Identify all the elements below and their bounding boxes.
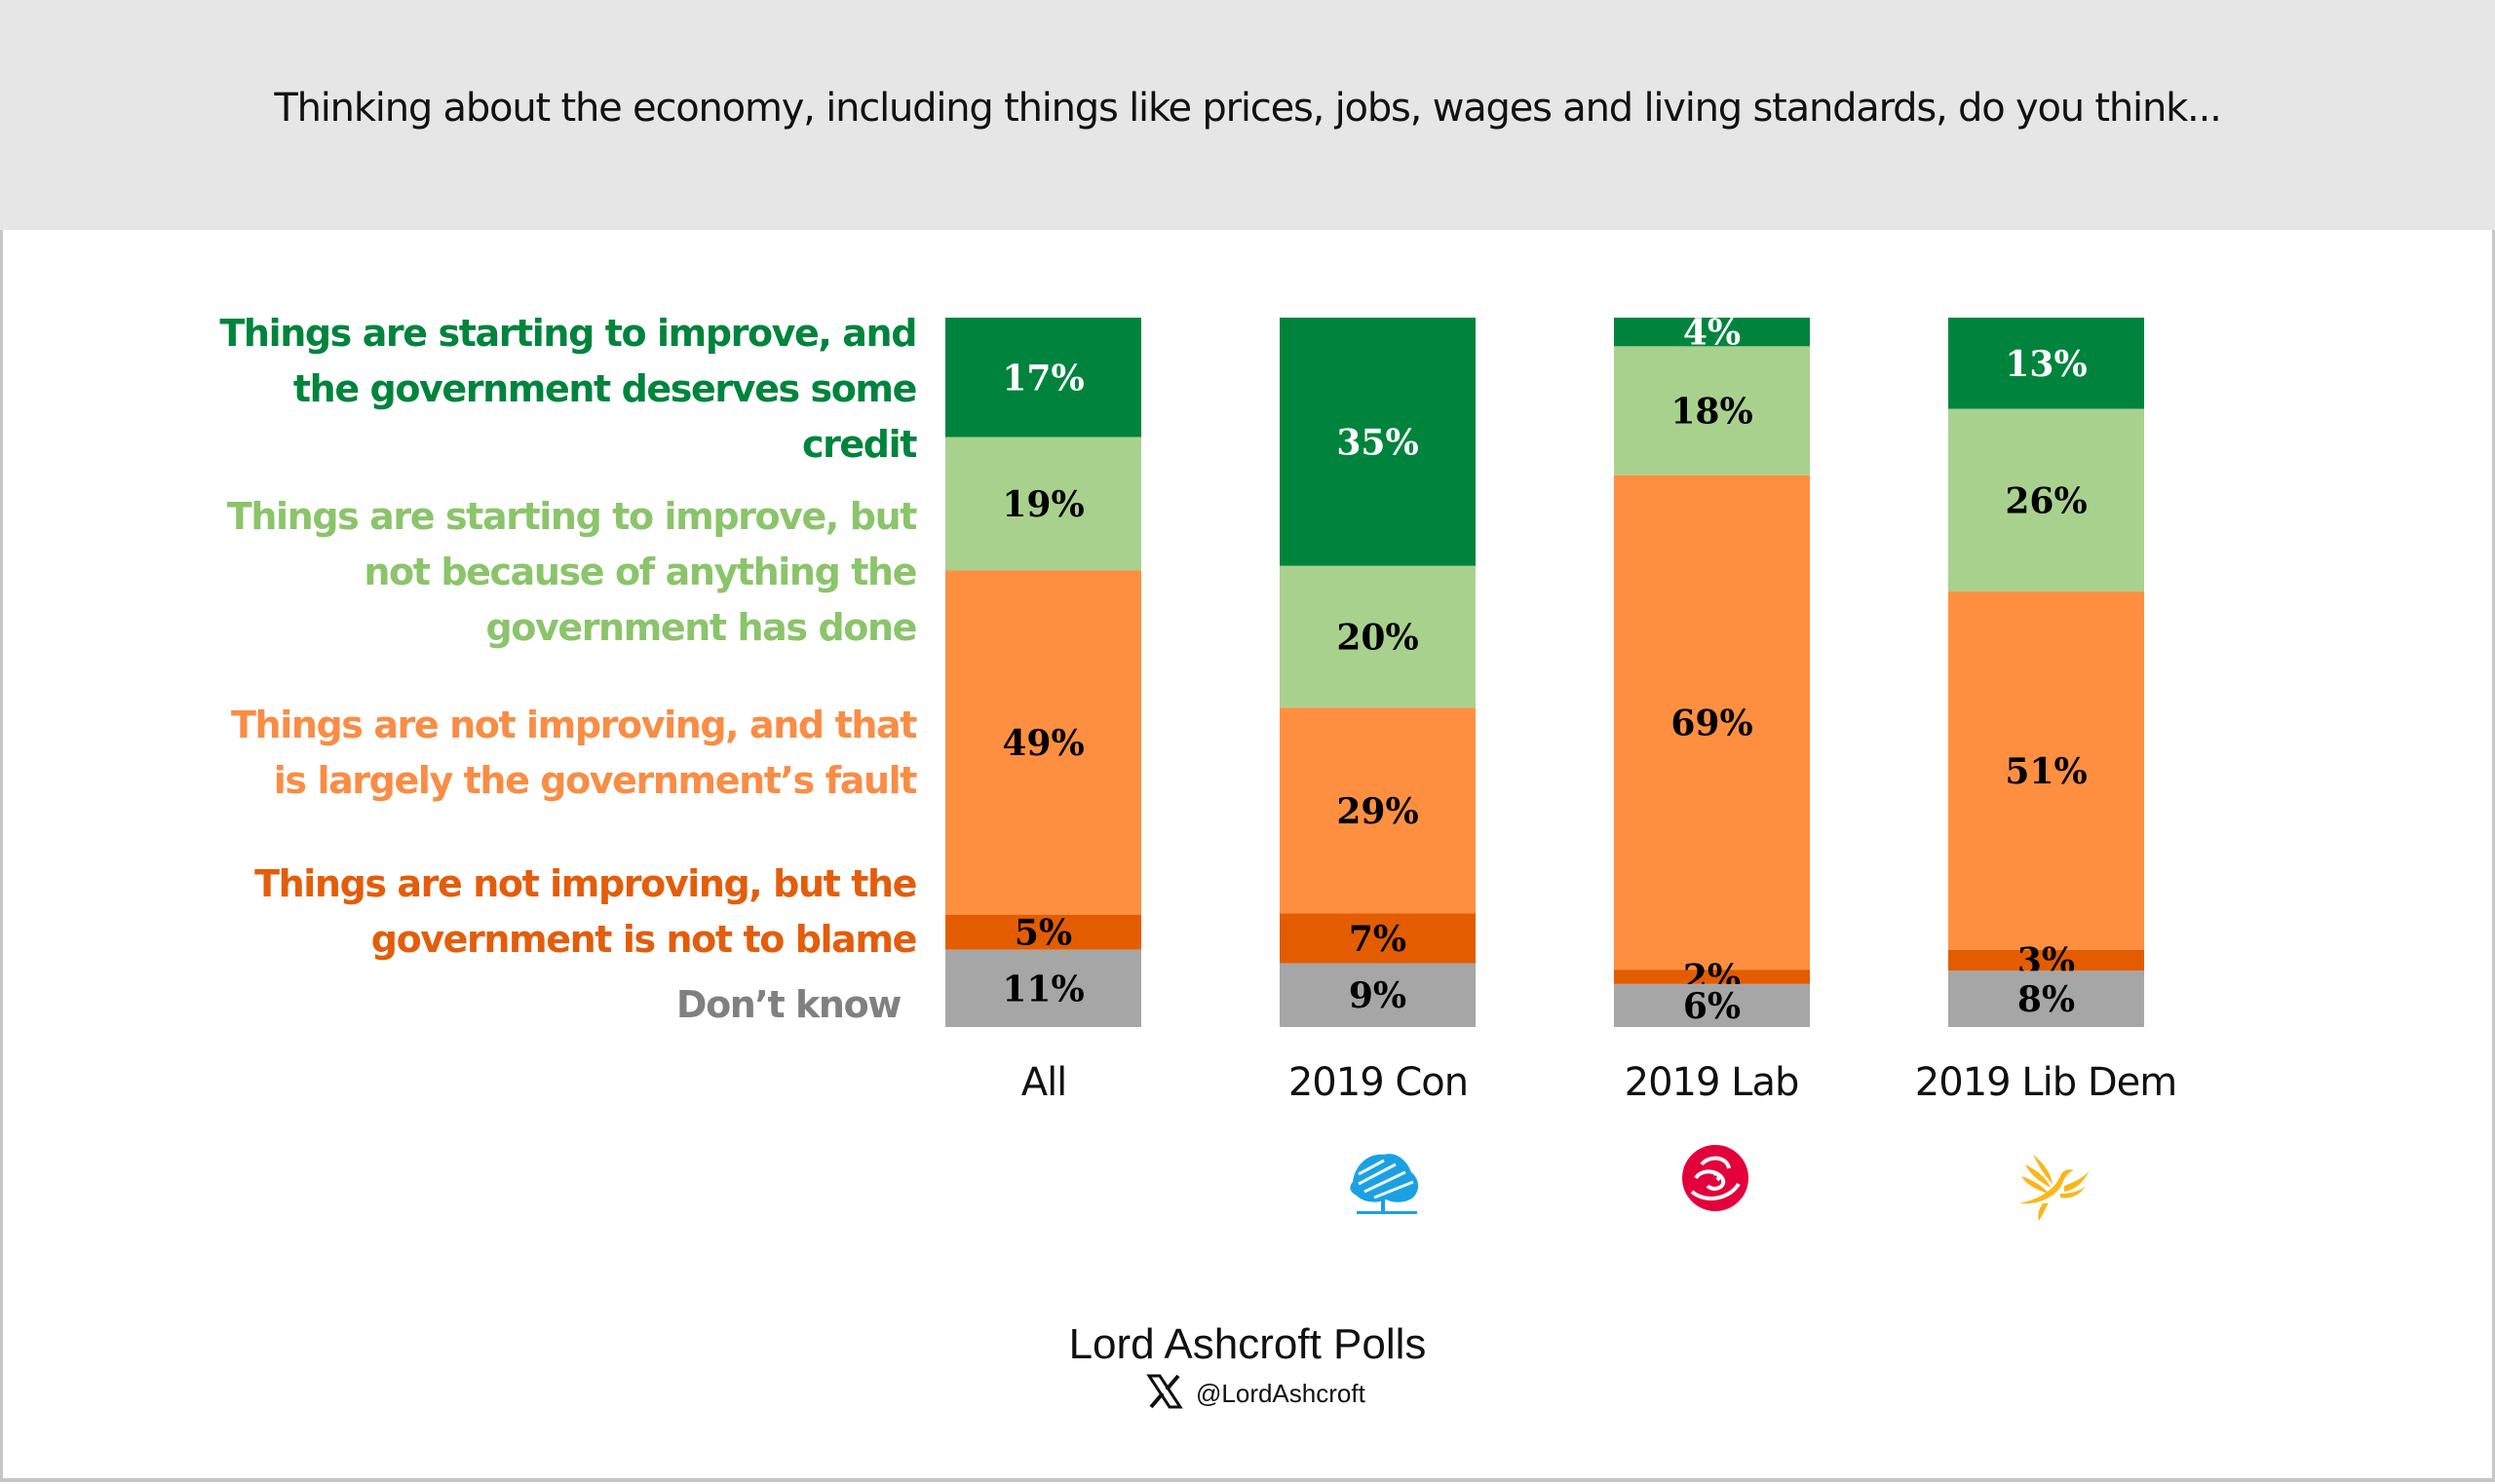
bar-segment-all-series-1 <box>945 437 1141 571</box>
bar-segment-2019-lib-dem-series-2 <box>1948 591 2144 950</box>
data-label-all-series-0: 17% <box>1002 358 1084 399</box>
conservative-tree-logo-icon <box>1335 1135 1433 1223</box>
data-label-2019-lib-dem-series-4: 8% <box>2017 979 2075 1020</box>
bar-segment-2019-lib-dem-series-0 <box>1948 318 2144 409</box>
data-label-2019-lib-dem-series-0: 13% <box>2005 344 2087 385</box>
legend-label-improve-not-govt: Things are starting to improve, but not … <box>226 495 918 649</box>
header-banner: Thinking about the economy, including th… <box>0 0 2495 230</box>
bar-segment-all-series-3 <box>945 914 1141 950</box>
data-label-2019-con-series-1: 20% <box>1336 618 1418 659</box>
bar-segment-2019-con-series-3 <box>1280 913 1476 964</box>
bar-segment-2019-lib-dem-series-4 <box>1948 970 2144 1027</box>
bar-segment-all-series-0 <box>945 318 1141 438</box>
data-label-2019-lab-series-2: 69% <box>1670 703 1752 743</box>
legend-label-improve-credit: Things are starting to improve, and the … <box>219 312 917 466</box>
twitter-handle: @LordAshcroft <box>1196 1378 1365 1408</box>
libdem-bird-logo-icon <box>2000 1135 2097 1223</box>
category-label-2019-lib-dem: 2019 Lib Dem <box>1914 1060 2177 1105</box>
data-label-2019-lib-dem-series-1: 26% <box>2005 480 2087 521</box>
footer-social: @LordAshcroft <box>1145 1374 1365 1413</box>
bar-segment-2019-lab-series-1 <box>1614 346 1810 476</box>
bar-segment-all-series-2 <box>945 570 1141 915</box>
data-label-2019-con-series-4: 9% <box>1349 975 1406 1016</box>
data-label-all-series-3: 5% <box>1015 913 1072 954</box>
bar-segment-2019-lab-series-2 <box>1614 475 1810 970</box>
footer-brand: Lord Ashcroft Polls <box>1068 1320 1427 1368</box>
bar-segment-2019-lab-series-0 <box>1614 318 1810 347</box>
data-label-2019-con-series-0: 35% <box>1336 422 1418 463</box>
bar-segment-2019-lab-series-4 <box>1614 983 1810 1027</box>
bar-segment-2019-con-series-0 <box>1280 318 1476 566</box>
bar-segment-2019-con-series-1 <box>1280 565 1476 708</box>
bar-segment-2019-con-series-4 <box>1280 963 1476 1027</box>
data-label-all-series-2: 49% <box>1002 723 1084 764</box>
category-label-2019-con: 2019 Con <box>1287 1060 1469 1105</box>
data-label-2019-lab-series-1: 18% <box>1670 392 1752 433</box>
category-label-all: All <box>1020 1060 1068 1105</box>
data-label-2019-con-series-3: 7% <box>1349 919 1406 960</box>
bar-segment-2019-lab-series-3 <box>1614 970 1810 984</box>
data-label-2019-con-series-2: 29% <box>1336 791 1418 832</box>
category-label-2019-lab: 2019 Lab <box>1624 1060 1800 1105</box>
data-label-all-series-1: 19% <box>1002 484 1084 525</box>
chart-frame <box>0 230 2495 1482</box>
x-logo-icon <box>1145 1372 1184 1415</box>
data-label-all-series-4: 11% <box>1002 969 1084 1009</box>
bar-segment-2019-lib-dem-series-1 <box>1948 408 2144 592</box>
bar-segment-2019-con-series-2 <box>1280 707 1476 914</box>
legend-label-not-improving-not-blame: Things are not improving, but the govern… <box>254 862 917 961</box>
data-label-2019-lib-dem-series-2: 51% <box>2005 751 2087 792</box>
bar-segment-all-series-4 <box>945 949 1141 1027</box>
chart-question-title: Thinking about the economy, including th… <box>274 86 2221 131</box>
data-label-2019-lab-series-4: 6% <box>1683 986 1741 1027</box>
bar-segment-2019-lib-dem-series-3 <box>1948 949 2144 971</box>
legend-label-dont-know: Don’t know <box>675 983 902 1026</box>
legend-label-not-improving-govt-fault: Things are not improving, and that is la… <box>231 704 917 802</box>
labour-rose-logo-icon <box>1667 1135 1764 1223</box>
